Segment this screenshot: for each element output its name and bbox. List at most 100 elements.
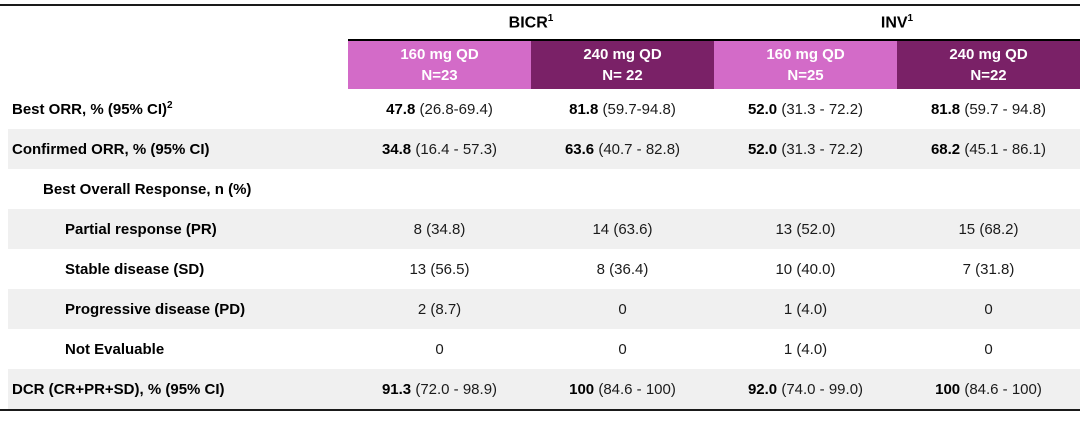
value-bold: 91.3 bbox=[381, 380, 412, 398]
value-cell: 92.0 (74.0 - 99.0) bbox=[714, 381, 897, 398]
value-text: 0 bbox=[618, 340, 627, 358]
dose-label: 240 mg QD bbox=[949, 46, 1028, 63]
row-label: Progressive disease (PD) bbox=[8, 301, 348, 318]
value-cell: 91.3 (72.0 - 98.9) bbox=[348, 381, 531, 398]
table-row-progressive-disease: Progressive disease (PD) 2 (8.7) 0 1 (4.… bbox=[8, 289, 1080, 329]
column-header-bicr-160: 160 mg QD N=23 bbox=[348, 41, 531, 89]
group-header-row: BICR1 INV1 bbox=[0, 6, 1080, 39]
row-label: Confirmed ORR, % (95% CI) bbox=[8, 141, 348, 158]
value-text: 0 bbox=[984, 340, 993, 358]
value-ci: (72.0 - 98.9) bbox=[411, 380, 498, 398]
efficacy-results-table: BICR1 INV1 160 mg QD N=23 240 mg QD N= 2… bbox=[0, 4, 1080, 411]
value-text: 1 (4.0) bbox=[783, 300, 828, 318]
dose-label: 160 mg QD bbox=[400, 46, 479, 63]
value-cell: 52.0 (31.3 - 72.2) bbox=[714, 141, 897, 158]
row-label: DCR (CR+PR+SD), % (95% CI) bbox=[8, 381, 348, 398]
value-ci: (74.0 - 99.0) bbox=[777, 380, 864, 398]
group-label: BICR bbox=[508, 14, 548, 32]
value-cell: 52.0 (31.3 - 72.2) bbox=[714, 101, 897, 118]
value-bold: 47.8 bbox=[386, 100, 416, 118]
row-label: Best ORR, % (95% CI)2 bbox=[8, 100, 348, 118]
value-cell: 0 bbox=[897, 341, 1080, 358]
table-row-partial-response: Partial response (PR) 8 (34.8) 14 (63.6)… bbox=[8, 209, 1080, 249]
value-ci: (31.3 - 72.2) bbox=[777, 100, 864, 118]
value-cell: 2 (8.7) bbox=[348, 301, 531, 318]
table-row-stable-disease: Stable disease (SD) 13 (56.5) 8 (36.4) 1… bbox=[8, 249, 1080, 289]
value-text: 10 (40.0) bbox=[775, 260, 836, 278]
n-label: N=25 bbox=[787, 67, 824, 84]
table-row-best-orr: Best ORR, % (95% CI)2 47.8 (26.8-69.4) 8… bbox=[8, 89, 1080, 129]
group-header-bicr: BICR1 bbox=[348, 13, 714, 32]
value-cell: 13 (52.0) bbox=[714, 221, 897, 238]
row-label-text: Progressive disease (PD) bbox=[65, 300, 246, 318]
value-ci: (45.1 - 86.1) bbox=[960, 140, 1047, 158]
row-label-text: Confirmed ORR, % (95% CI) bbox=[12, 140, 210, 158]
value-bold: 68.2 bbox=[930, 140, 961, 158]
value-cell: 81.8 (59.7 - 94.8) bbox=[897, 101, 1080, 118]
value-cell: 10 (40.0) bbox=[714, 261, 897, 278]
value-text: 8 (34.8) bbox=[413, 220, 466, 238]
row-label: Stable disease (SD) bbox=[8, 261, 348, 278]
value-text: 1 (4.0) bbox=[783, 340, 828, 358]
n-label: N= 22 bbox=[602, 67, 643, 84]
value-ci: (40.7 - 82.8) bbox=[594, 140, 681, 158]
column-header-spacer bbox=[0, 39, 348, 89]
row-label-text: Best Overall Response, n (%) bbox=[43, 180, 252, 198]
table-row-not-evaluable: Not Evaluable 0 0 1 (4.0) 0 bbox=[8, 329, 1080, 369]
value-ci: (31.3 - 72.2) bbox=[777, 140, 864, 158]
row-label: Partial response (PR) bbox=[8, 221, 348, 238]
value-bold: 81.8 bbox=[930, 100, 961, 118]
value-ci: (26.8-69.4) bbox=[415, 100, 493, 118]
row-label-text: Best ORR, % (95% CI) bbox=[12, 101, 168, 118]
value-text: 0 bbox=[984, 300, 993, 318]
table-row-dcr: DCR (CR+PR+SD), % (95% CI) 91.3 (72.0 - … bbox=[8, 369, 1080, 409]
row-label-text: DCR (CR+PR+SD), % (95% CI) bbox=[12, 380, 225, 398]
value-cell: 100 (84.6 - 100) bbox=[897, 381, 1080, 398]
value-cell: 1 (4.0) bbox=[714, 341, 897, 358]
value-bold: 100 bbox=[569, 380, 595, 398]
value-text: 7 (31.8) bbox=[962, 260, 1015, 278]
value-bold: 92.0 bbox=[747, 380, 778, 398]
value-ci: (59.7-94.8) bbox=[598, 100, 676, 118]
table-row-best-overall-response: Best Overall Response, n (%) bbox=[8, 169, 1080, 209]
value-bold: 52.0 bbox=[747, 100, 778, 118]
value-cell: 0 bbox=[531, 341, 714, 358]
value-ci: (84.6 - 100) bbox=[594, 380, 676, 398]
value-cell: 8 (36.4) bbox=[531, 261, 714, 278]
value-cell: 0 bbox=[531, 301, 714, 318]
value-ci: (84.6 - 100) bbox=[960, 380, 1042, 398]
value-bold: 63.6 bbox=[564, 140, 595, 158]
value-cell: 100 (84.6 - 100) bbox=[531, 381, 714, 398]
value-cell: 0 bbox=[897, 301, 1080, 318]
value-text: 0 bbox=[618, 300, 627, 318]
footnote-marker: 1 bbox=[907, 12, 914, 24]
column-header-inv-160: 160 mg QD N=25 bbox=[714, 41, 897, 89]
value-cell: 1 (4.0) bbox=[714, 301, 897, 318]
row-label-text: Stable disease (SD) bbox=[65, 260, 205, 278]
footnote-marker: 2 bbox=[167, 100, 173, 111]
value-ci: (59.7 - 94.8) bbox=[960, 100, 1047, 118]
table-row-confirmed-orr: Confirmed ORR, % (95% CI) 34.8 (16.4 - 5… bbox=[8, 129, 1080, 169]
column-header-cells: 160 mg QD N=23 240 mg QD N= 22 160 mg QD… bbox=[348, 39, 1080, 89]
value-cell: 13 (56.5) bbox=[348, 261, 531, 278]
value-cell: 8 (34.8) bbox=[348, 221, 531, 238]
table-body: Best ORR, % (95% CI)2 47.8 (26.8-69.4) 8… bbox=[8, 89, 1080, 409]
value-cell: 81.8 (59.7-94.8) bbox=[531, 101, 714, 118]
value-cell: 7 (31.8) bbox=[897, 261, 1080, 278]
footnote-marker: 1 bbox=[547, 12, 554, 24]
value-cell: 47.8 (26.8-69.4) bbox=[348, 101, 531, 118]
value-cell: 0 bbox=[348, 341, 531, 358]
value-bold: 52.0 bbox=[747, 140, 778, 158]
row-label: Best Overall Response, n (%) bbox=[8, 181, 348, 198]
value-bold: 34.8 bbox=[381, 140, 412, 158]
value-cell: 63.6 (40.7 - 82.8) bbox=[531, 141, 714, 158]
value-text: 0 bbox=[435, 340, 444, 358]
value-cell: 68.2 (45.1 - 86.1) bbox=[897, 141, 1080, 158]
group-label: INV bbox=[880, 14, 908, 32]
row-label: Not Evaluable bbox=[8, 341, 348, 358]
n-label: N=22 bbox=[970, 67, 1007, 84]
value-text: 8 (36.4) bbox=[596, 260, 649, 278]
value-text: 14 (63.6) bbox=[592, 220, 653, 238]
value-text: 13 (56.5) bbox=[409, 260, 470, 278]
n-label: N=23 bbox=[421, 67, 458, 84]
